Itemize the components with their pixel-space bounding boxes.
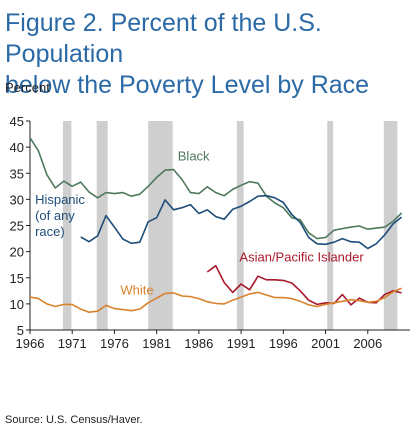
- series-labels: Black Hispanic (of any race) Asian/Pacific I…: [35, 149, 364, 298]
- y-tick-label: 25: [10, 219, 24, 234]
- x-tick-label: 2001: [311, 336, 340, 351]
- series-line-black: [29, 137, 403, 240]
- chart-title-line-1: Figure 2. Percent of the U.S. Population: [5, 9, 322, 68]
- y-tick-label: 35: [10, 166, 24, 181]
- y-axis-label: Percent: [5, 80, 50, 95]
- recession-band-3: [236, 121, 244, 330]
- x-tick-label: 1971: [58, 336, 87, 351]
- series-label-line: Hispanic: [35, 192, 85, 207]
- y-tick-label: 10: [10, 297, 24, 312]
- x-tick-label: 1966: [16, 336, 45, 351]
- recession-band-5: [383, 121, 398, 330]
- data-series: [29, 137, 403, 314]
- chart-title-line-2: below the Poverty Level by Race: [5, 71, 370, 99]
- x-tick-label: 2006: [353, 336, 382, 351]
- series-label-asian-pacific-islander: Asian/Pacific Islander: [239, 250, 364, 265]
- x-tick-label: 1986: [184, 336, 213, 351]
- series-line-white: [29, 287, 402, 314]
- x-tick-label: 1996: [269, 336, 298, 351]
- x-tick-label: 1976: [100, 336, 129, 351]
- y-tick-label: 20: [10, 245, 24, 260]
- recession-band-4: [327, 121, 334, 330]
- source-note: Source: U.S. Census/Haver.: [5, 414, 143, 426]
- axes: 5 10 15 20 25 30 35 40 45 1966 1971 1976 1981 1986 199…: [10, 114, 410, 351]
- series-label-black: Black: [178, 149, 210, 164]
- y-tick-label: 45: [10, 114, 24, 129]
- series-label-line: Black: [178, 149, 210, 164]
- series-label-hispanic-of-any-race: Hispanic (of any race): [35, 192, 85, 239]
- x-tick-label: 1991: [227, 336, 256, 351]
- y-tick-label: 15: [10, 271, 24, 286]
- series-label-line: race): [35, 224, 65, 239]
- chart-title: Figure 2. Percent of the U.S. Population…: [5, 8, 415, 101]
- series-label-white: White: [120, 282, 153, 297]
- series-label-line: White: [120, 282, 153, 297]
- y-tick-label: 40: [10, 140, 24, 155]
- recession-band-0: [62, 121, 72, 330]
- y-tick-label: 30: [10, 192, 24, 207]
- series-line-hispanic-of-any-race: [80, 194, 403, 250]
- x-tick-label: 1981: [142, 336, 171, 351]
- series-label-line: Asian/Pacific Islander: [239, 250, 364, 265]
- y-tick-label: 5: [17, 323, 24, 338]
- recession-band-2: [148, 121, 173, 330]
- series-label-line: (of any: [35, 208, 75, 223]
